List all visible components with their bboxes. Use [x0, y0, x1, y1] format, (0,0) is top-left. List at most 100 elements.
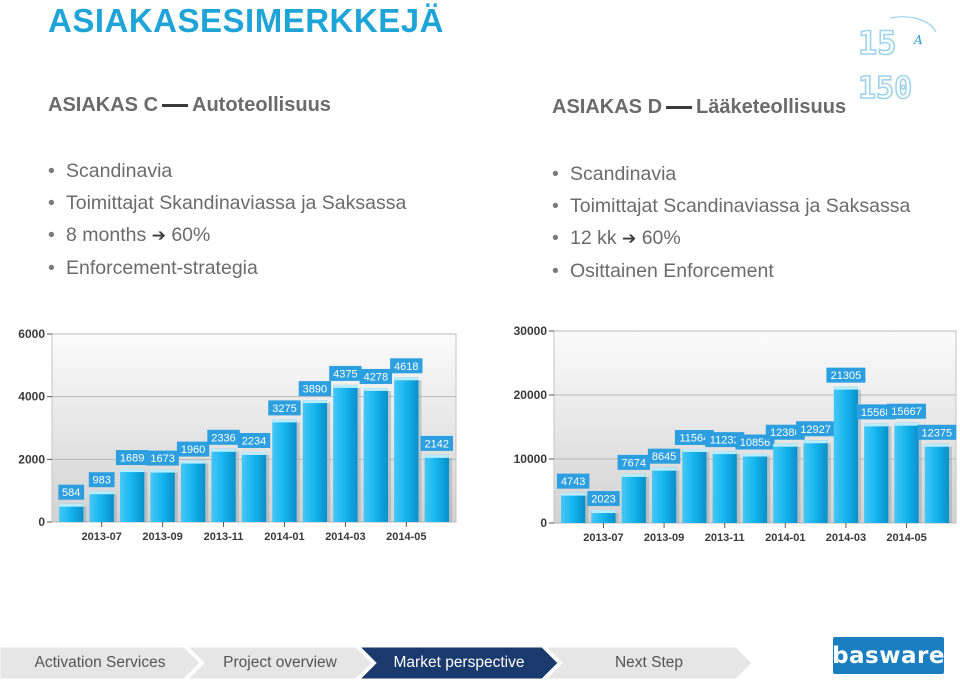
bar-top: [924, 443, 949, 447]
bar-top: [119, 469, 145, 473]
customer-c-name: ASIAKAS C: [48, 94, 159, 116]
data-label-box: [176, 441, 210, 457]
bar: [333, 384, 358, 522]
chart-customer-c: 0 2000 4000 6000 584 983 1689 1673 1960 2336 2234 3…: [18, 327, 457, 543]
dash-separator: [162, 104, 189, 108]
data-label: 983: [93, 475, 111, 487]
bar: [180, 460, 206, 522]
data-label: 584: [62, 487, 80, 499]
data-label-box: [237, 433, 271, 449]
nav-step-label: Activation Services: [34, 654, 166, 671]
bullet-item: 8 months ➔ 60%: [48, 219, 406, 252]
x-tick-label: 2013-09: [644, 532, 684, 544]
bar-top: [682, 448, 707, 452]
nav-step-project-overview[interactable]: Project overview: [188, 647, 372, 679]
chevron-shape: [0, 647, 200, 679]
bar: [803, 440, 828, 523]
bar-top: [180, 460, 206, 464]
bar: [59, 503, 84, 522]
x-tick-label: 2013-11: [204, 531, 244, 543]
data-label-box: [88, 472, 115, 488]
bar: [742, 453, 768, 523]
logo-swoosh: [889, 16, 937, 33]
brand-name: basware: [832, 642, 945, 669]
data-label: 1689: [120, 453, 144, 465]
bar-top: [272, 419, 297, 423]
data-label: 3275: [272, 403, 296, 415]
bar-top: [150, 469, 175, 473]
bar: [773, 443, 798, 523]
bar-top: [424, 454, 449, 458]
data-label-box: [856, 404, 896, 420]
x-tick-label: 2013-11: [705, 532, 745, 544]
bar: [394, 377, 419, 522]
bar-top: [621, 473, 646, 477]
data-label-box: [587, 491, 620, 507]
data-label-box: [359, 368, 393, 384]
bar-top: [561, 492, 586, 496]
bar: [363, 387, 389, 522]
data-label-box: [420, 435, 453, 451]
y-tick-label: 30000: [514, 325, 548, 338]
x-tick-label: 2013-07: [82, 531, 122, 543]
data-label-box: [735, 434, 775, 450]
data-label-box: [207, 429, 240, 445]
bar: [272, 419, 297, 522]
progress-nav: Activation Services Project overview Marke…: [0, 647, 960, 683]
bullet-item: Toimittajat Scandinaviassa ja Saksassa: [552, 190, 910, 222]
data-label-box: [826, 367, 866, 383]
data-label-box: [146, 450, 179, 466]
data-label-box: [674, 429, 714, 445]
data-label: 11232: [710, 435, 740, 447]
nav-step-activation-services[interactable]: Activation Services: [0, 647, 200, 679]
data-label-box: [390, 358, 423, 374]
bar-top: [211, 448, 236, 452]
chevron-shape: [360, 647, 558, 679]
chevron-shape: [546, 647, 752, 679]
data-label-box: [556, 473, 590, 489]
bar-top: [591, 510, 616, 514]
x-tick-label: 2014-01: [264, 531, 304, 543]
data-label: 2142: [425, 438, 449, 450]
nav-step-next-step[interactable]: Next Step: [546, 647, 752, 679]
data-label: 21305: [831, 370, 862, 382]
bar-top: [394, 377, 419, 381]
nav-step-market-perspective[interactable]: Market perspective: [360, 647, 558, 679]
basware-logo: basware: [832, 637, 945, 674]
x-tick-label: 2014-05: [886, 532, 926, 544]
y-tick-label: 2000: [18, 452, 45, 466]
bar: [241, 452, 267, 522]
bar-top: [333, 384, 358, 388]
data-label-box: [58, 484, 85, 500]
bar: [424, 454, 449, 522]
data-label: 12927: [800, 424, 831, 436]
bar-top: [59, 503, 84, 507]
data-label-box: [617, 454, 650, 470]
bar: [894, 422, 919, 523]
bullet-item: Scandinavia: [552, 158, 910, 190]
y-tick-label: 0: [38, 515, 45, 529]
data-label: 2023: [591, 494, 615, 506]
bar-top: [803, 440, 828, 444]
bar: [924, 443, 949, 523]
anniversary-logo: 15 A 150: [857, 16, 937, 104]
bar: [833, 386, 859, 523]
bar-top: [302, 400, 328, 404]
data-label-box: [796, 421, 836, 437]
data-label: 15568: [861, 407, 892, 419]
dash-separator: [666, 106, 693, 110]
data-label: 12375: [922, 427, 953, 439]
y-tick-label: 10000: [514, 452, 548, 466]
bar-top: [89, 491, 114, 495]
logo-letter: A: [913, 33, 923, 47]
bar-top: [651, 467, 677, 471]
bullet-item: Toimittajat Skandinaviassa ja Saksassa: [48, 187, 406, 219]
arrow-right-icon: ➔: [622, 229, 637, 249]
bar-top: [833, 386, 859, 390]
data-label: 11564: [679, 432, 709, 444]
bar: [211, 448, 236, 522]
data-label-box: [705, 432, 745, 448]
data-label: 2234: [242, 436, 266, 448]
data-label: 4743: [561, 476, 585, 488]
